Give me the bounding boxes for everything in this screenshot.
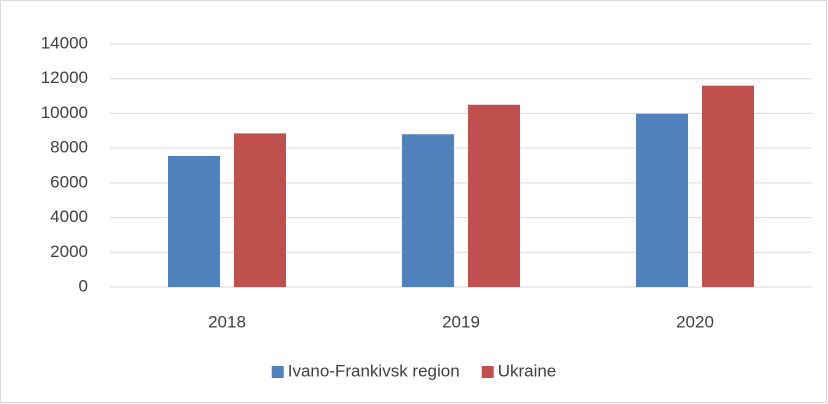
y-tick-label: 6000 <box>50 172 88 191</box>
bar <box>468 104 520 287</box>
y-tick-label: 10000 <box>41 103 88 122</box>
legend-swatch <box>481 366 494 378</box>
bar <box>636 113 688 287</box>
legend-label: Ivano-Frankivsk region <box>288 361 460 380</box>
bar <box>234 133 286 287</box>
x-tick-label: 2020 <box>676 312 714 331</box>
bar <box>402 134 454 287</box>
legend-label: Ukraine <box>498 361 557 380</box>
bar <box>168 155 220 287</box>
bar <box>702 85 754 288</box>
y-tick-label: 4000 <box>50 207 88 226</box>
legend-swatch <box>271 366 284 378</box>
x-tick-label: 2018 <box>208 312 246 331</box>
y-tick-label: 8000 <box>50 138 88 157</box>
y-tick-label: 2000 <box>50 242 88 261</box>
y-tick-label: 0 <box>79 276 88 295</box>
x-tick-label: 2019 <box>442 312 480 331</box>
y-tick-label: 12000 <box>41 68 88 87</box>
y-tick-label: 14000 <box>41 33 88 52</box>
